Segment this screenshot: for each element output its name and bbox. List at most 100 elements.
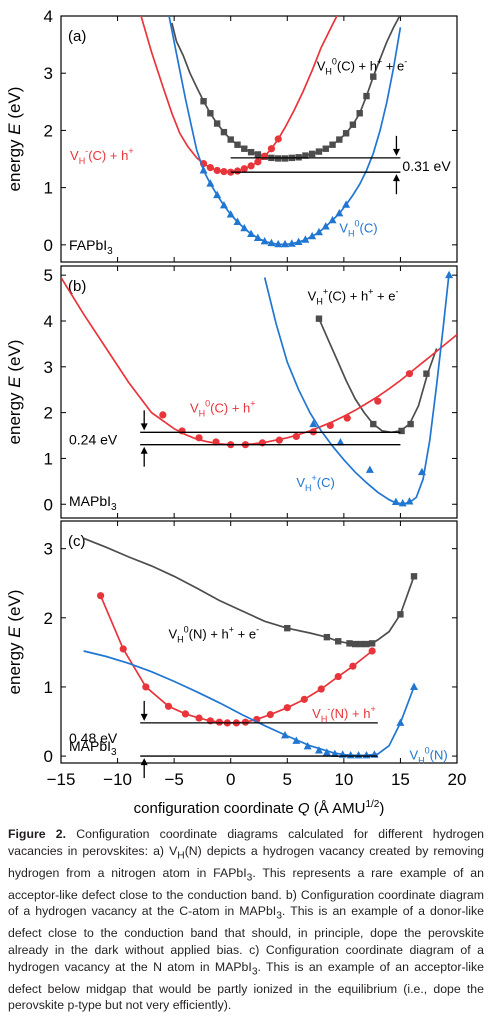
panel-a-series-blue-label: VH0(C)	[339, 218, 377, 238]
caption-text-4: . This is an example of a donor-like def…	[8, 904, 484, 974]
panel-b-ytick-label: 4	[44, 312, 53, 331]
caption-text-3: . This represents a rare example of an a…	[8, 865, 484, 919]
panel-a-series-dark-point	[247, 148, 255, 156]
panel-b-series-dark-label: VH+(C) + h+ + e-	[308, 286, 399, 306]
panel-a-series-blue-point	[233, 217, 242, 225]
panel-a-series-dark-point	[322, 145, 329, 152]
panel-c-series-dark-label-sup2: +	[229, 625, 234, 635]
figure-caption: Figure 2. Configuration coordinate diagr…	[8, 826, 484, 1014]
panel-c-series-dark-point	[323, 633, 331, 641]
panel-c-series-dark-point	[335, 638, 342, 645]
panel-a-series-dark-point	[356, 110, 363, 117]
panel-c-series-blue-point	[330, 749, 339, 758]
panel-c-series-dark-point	[368, 640, 376, 647]
panel-b-ylabel-b: (eV)	[5, 340, 24, 377]
panel-a-ylabel-e: E	[5, 123, 24, 135]
panel-a-series-red-point	[206, 164, 214, 172]
panel-c-series-dark-label-sup3: -	[256, 625, 259, 635]
panel-b-series-red-point	[275, 436, 283, 444]
panel-c-series-red-label-v: V	[312, 706, 321, 721]
panel-a-series-dark-point	[254, 151, 262, 158]
panel-a-ytick-label: 0	[44, 236, 53, 255]
panel-b-series-blue-point	[405, 497, 414, 505]
panel-c-series-blue-label-sup: 0	[425, 746, 430, 756]
panel-a-series-dark-point	[370, 73, 377, 80]
panel-c-series-dark-label-main2: + e	[234, 627, 256, 642]
panel-a-series-blue-label-v: V	[339, 220, 348, 235]
panel-c-series-red-point	[164, 702, 173, 710]
panel-b-series-dark-label-main2: + e	[373, 288, 395, 303]
panel-c-frame	[60, 520, 458, 764]
panel-a-series-dark-point	[363, 92, 370, 100]
panel-a-series-blue-point	[226, 210, 235, 218]
panel-b-tag: (b)	[68, 278, 86, 295]
panel-c-series-dark-point	[351, 640, 359, 648]
panel-a-series-dark-point	[207, 110, 214, 117]
panel-a-series-dark-point	[213, 120, 221, 127]
panel-a-series-red-point	[247, 162, 255, 170]
panel-a-series-red-label: VH-(C) + h+	[70, 146, 134, 166]
panel-a-gap-label: 0.31 eV	[402, 158, 451, 174]
panel-b-ytick-label: 2	[44, 404, 53, 423]
panel-c-series-red-label-main: (N) + h	[330, 706, 370, 721]
panel-c-xtick-label: 0	[226, 770, 235, 789]
panel-a-series-blue-label-sub: H	[348, 228, 355, 238]
panel-a-series-red-label-sup2: +	[128, 146, 133, 156]
panel-c-series-blue-label-main: (N)	[430, 748, 448, 763]
panel-a-series-dark-point	[227, 136, 234, 143]
panel-a-ylabel-b: (eV)	[5, 87, 24, 124]
panel-c-series-red-point	[368, 647, 376, 655]
panel-b-series-red-label-main: (C) + h	[210, 401, 250, 416]
panel-a-series-blue-point	[247, 229, 256, 237]
panel-a-series-blue-point	[308, 231, 317, 240]
panel-b-series-red-point	[374, 397, 382, 405]
panel-b-series-dark-label-sup: +	[323, 286, 328, 296]
panel-b-series-blue-line	[263, 272, 450, 505]
panel-c-series-red-point	[317, 685, 325, 693]
panel-a-series-dark-point	[200, 98, 207, 105]
panel-c-series-blue-label-sub: H	[418, 756, 425, 766]
panel-c-series-dark-label: VH0(N) + h+ + e-	[168, 625, 259, 645]
panel-a-series-dark-label-main: (C) + h	[337, 58, 377, 73]
panel-a-series-red-point	[220, 168, 228, 176]
panel-b-series-dark-point	[407, 420, 414, 428]
panel-a-series-blue-label-sup: 0	[355, 218, 360, 228]
panel-c-series-dark-point	[357, 640, 365, 648]
panel-c-series-red-point	[215, 718, 223, 726]
panel-c-xtick-label: 15	[391, 770, 410, 789]
panel-a-series-blue-point	[342, 200, 351, 208]
panel-c-series-dark-label-v: V	[168, 627, 177, 642]
panel-c-series-blue-point	[292, 736, 301, 744]
panel-c-ytick-label: 0	[44, 747, 53, 766]
panel-a-series-blue-point	[206, 179, 215, 187]
panel-b-series-red-point	[195, 434, 203, 442]
panel-a-series-dark-line	[171, 16, 401, 160]
panel-c-series-dark-label-sup: 0	[184, 625, 189, 635]
panel-b-ylabel-e: E	[5, 376, 24, 388]
panel-b-series-blue-label-v: V	[296, 475, 305, 490]
panel-c-series-dark-point	[346, 640, 353, 647]
caption-sub-3: 3	[276, 910, 282, 922]
panel-a-series-red-label-v: V	[70, 148, 79, 163]
panel-b-series-red-label-v: V	[190, 401, 199, 416]
panel-c-series-red-point	[195, 714, 203, 722]
panel-a-series-dark-point	[342, 130, 350, 137]
panel-c-series-red-label-sup: -	[327, 704, 330, 714]
panel-b-series-red-label-sup: 0	[205, 399, 210, 409]
panel-a-series-blue-point	[335, 208, 344, 217]
panel-b-ytick-label: 3	[44, 358, 53, 377]
panel-c-series-red-point	[97, 592, 105, 600]
panel-c-material-name: MAPbI	[69, 738, 111, 754]
panel-b-series-red-point	[258, 439, 266, 447]
panel-a-series-blue-point	[287, 239, 296, 247]
panel-b-series-dark-point	[423, 370, 430, 377]
panel-b-series-red-point	[178, 427, 186, 435]
panel-b-ytick-label: 0	[44, 495, 53, 514]
panel-c-xtick-label: 10	[334, 770, 353, 789]
panel-a-series-blue-point	[294, 237, 303, 245]
panel-b-ylabel-a: energy	[5, 388, 24, 445]
panel-a-series-blue-point	[328, 215, 337, 224]
panel-a-series-dark-label: VH0(C) + h+ + e-	[317, 56, 408, 76]
panel-c-tag: (c)	[68, 533, 86, 550]
panel-b-series-dark-point	[315, 315, 323, 322]
